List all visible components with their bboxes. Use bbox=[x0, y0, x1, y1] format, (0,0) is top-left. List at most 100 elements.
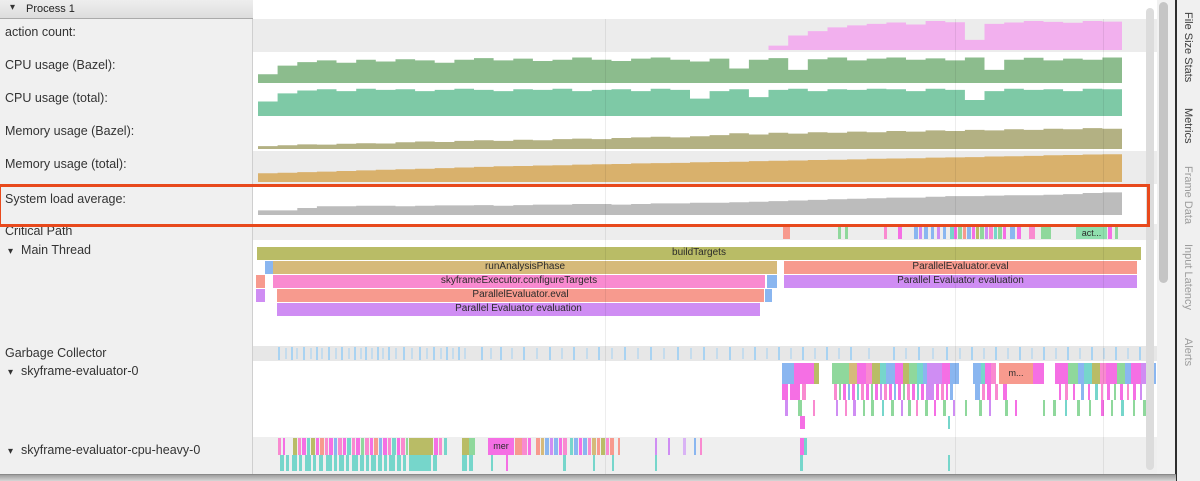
trace-slice[interactable] bbox=[1131, 363, 1141, 384]
gc-event-tick[interactable] bbox=[983, 348, 985, 359]
trace-slice[interactable] bbox=[389, 455, 395, 471]
trace-slice[interactable] bbox=[1003, 384, 1007, 400]
gc-event-tick[interactable] bbox=[1019, 347, 1021, 360]
trace-slice[interactable] bbox=[901, 400, 903, 416]
trace-slice[interactable] bbox=[286, 455, 289, 471]
trace-slice[interactable] bbox=[1121, 400, 1124, 416]
trace-slice[interactable] bbox=[845, 400, 847, 416]
trace-slice[interactable] bbox=[329, 438, 333, 455]
trace-slice[interactable] bbox=[361, 438, 364, 455]
trace-slice[interactable] bbox=[782, 384, 788, 400]
trace-slice[interactable] bbox=[861, 384, 864, 400]
trace-slice[interactable] bbox=[434, 438, 438, 455]
trace-slice[interactable] bbox=[299, 455, 302, 471]
gc-event-tick[interactable] bbox=[790, 348, 792, 359]
trace-slice[interactable] bbox=[343, 438, 346, 455]
trace-slice[interactable] bbox=[302, 438, 306, 455]
gc-event-tick[interactable] bbox=[663, 348, 665, 359]
gc-event-tick[interactable] bbox=[371, 348, 373, 359]
gc-event-tick[interactable] bbox=[500, 347, 502, 360]
gc-event-tick[interactable] bbox=[850, 347, 852, 360]
trace-slice[interactable] bbox=[866, 384, 869, 400]
trace-slice[interactable] bbox=[903, 363, 909, 384]
trace-slice[interactable] bbox=[943, 400, 946, 416]
trace-slice[interactable] bbox=[388, 438, 391, 455]
trace-slice[interactable]: runAnalysisPhase bbox=[273, 261, 777, 274]
trace-slice[interactable] bbox=[800, 416, 805, 429]
gc-event-tick[interactable] bbox=[611, 348, 613, 359]
trace-slice[interactable] bbox=[462, 455, 467, 471]
trace-slice[interactable] bbox=[536, 438, 540, 455]
trace-slice[interactable] bbox=[884, 384, 887, 400]
trace-slice[interactable] bbox=[406, 438, 408, 455]
trace-slice[interactable] bbox=[265, 261, 273, 274]
trace-slice[interactable] bbox=[982, 384, 985, 400]
trace-slice[interactable] bbox=[1059, 384, 1061, 400]
trace-slice[interactable] bbox=[371, 455, 376, 471]
trace-slice[interactable] bbox=[1140, 384, 1142, 400]
trace-slice[interactable] bbox=[1100, 363, 1106, 384]
trace-slice[interactable] bbox=[352, 438, 355, 455]
trace-slice[interactable] bbox=[433, 455, 437, 471]
garbage-collector-track[interactable] bbox=[253, 346, 1157, 361]
trace-slice[interactable] bbox=[541, 438, 544, 455]
trace-slice[interactable] bbox=[256, 275, 265, 288]
trace-slice[interactable] bbox=[1141, 363, 1149, 384]
gc-event-tick[interactable] bbox=[411, 348, 413, 359]
trace-slice[interactable] bbox=[256, 289, 265, 302]
trace-slice[interactable] bbox=[293, 438, 297, 455]
trace-slice[interactable] bbox=[283, 438, 285, 455]
trace-slice[interactable] bbox=[919, 227, 922, 239]
trace-slice[interactable] bbox=[976, 227, 979, 239]
trace-slice[interactable] bbox=[397, 455, 401, 471]
trace-slice[interactable] bbox=[325, 438, 328, 455]
trace-slice[interactable] bbox=[278, 438, 281, 455]
trace-slice[interactable] bbox=[305, 455, 311, 471]
trace-slice[interactable] bbox=[845, 227, 848, 239]
trace-slice[interactable] bbox=[813, 400, 815, 416]
trace-slice[interactable] bbox=[931, 227, 934, 239]
trace-slice[interactable] bbox=[347, 438, 351, 455]
trace-slice[interactable] bbox=[469, 438, 475, 455]
skyframe-evaluator-0-row[interactable]: m... bbox=[253, 363, 1157, 384]
trace-slice[interactable] bbox=[574, 438, 578, 455]
trace-slice[interactable] bbox=[798, 400, 802, 416]
trace-slice[interactable] bbox=[320, 438, 324, 455]
main-thread-row[interactable]: Parallel Evaluator evaluation bbox=[253, 303, 1157, 316]
gc-event-tick[interactable] bbox=[291, 347, 293, 360]
gc-event-tick[interactable] bbox=[452, 348, 454, 359]
gc-event-tick[interactable] bbox=[690, 348, 692, 359]
gc-event-tick[interactable] bbox=[316, 347, 318, 360]
trace-slice[interactable] bbox=[863, 400, 865, 416]
trace-slice[interactable] bbox=[1017, 227, 1021, 239]
trace-slice[interactable] bbox=[1029, 227, 1035, 239]
skyframe-evaluator-cpu-heavy-0-track[interactable]: mer bbox=[253, 437, 1157, 474]
gc-event-tick[interactable] bbox=[446, 347, 448, 360]
gc-event-tick[interactable] bbox=[1043, 347, 1045, 360]
gc-event-tick[interactable] bbox=[395, 348, 397, 359]
counter-chart-sys_load[interactable] bbox=[258, 186, 1122, 215]
gc-event-tick[interactable] bbox=[586, 348, 588, 359]
gc-event-tick[interactable] bbox=[360, 348, 362, 359]
trace-slice[interactable] bbox=[515, 438, 522, 455]
gc-event-tick[interactable] bbox=[458, 347, 460, 360]
trace-slice[interactable] bbox=[991, 363, 996, 384]
counter-track-mem-bazel[interactable] bbox=[253, 118, 1157, 151]
counter-track-cpu-bazel[interactable] bbox=[253, 52, 1157, 85]
tab-alerts[interactable]: Alerts bbox=[1182, 337, 1194, 367]
trace-slice[interactable] bbox=[767, 275, 777, 288]
trace-slice[interactable] bbox=[979, 400, 982, 416]
counter-track-action-count[interactable] bbox=[253, 19, 1157, 52]
gc-event-tick[interactable] bbox=[838, 348, 840, 359]
trace-slice[interactable] bbox=[941, 384, 944, 400]
trace-slice[interactable] bbox=[1043, 400, 1045, 416]
tab-metrics[interactable]: Metrics bbox=[1182, 108, 1194, 144]
trace-slice[interactable] bbox=[891, 400, 894, 416]
trace-slice[interactable] bbox=[994, 227, 997, 239]
trace-slice[interactable] bbox=[1089, 400, 1091, 416]
trace-slice[interactable] bbox=[506, 455, 508, 471]
gc-event-tick[interactable] bbox=[321, 348, 323, 359]
skyframe-evaluator-0-row[interactable] bbox=[253, 384, 1157, 400]
skyframe-evaluator-0-row[interactable] bbox=[253, 400, 1157, 416]
trace-slice[interactable] bbox=[550, 438, 553, 455]
